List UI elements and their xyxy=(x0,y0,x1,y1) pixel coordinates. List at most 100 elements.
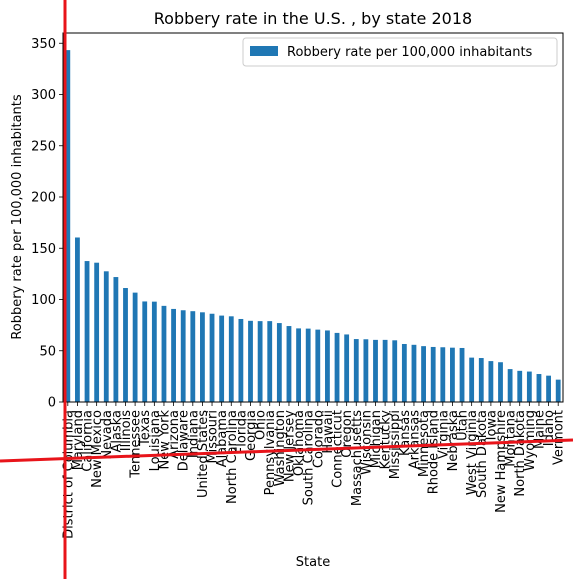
bar xyxy=(219,315,225,402)
bar xyxy=(459,347,465,402)
bar xyxy=(517,370,523,402)
x-tick-label: Tennessee xyxy=(129,410,144,479)
bar xyxy=(315,329,321,402)
x-tick-label: North Dakota xyxy=(513,410,528,497)
plot-frame xyxy=(62,32,564,403)
x-tick-label: Arkansas xyxy=(407,410,422,469)
bar xyxy=(276,323,282,402)
x-tick-label: Maryland xyxy=(71,410,86,470)
x-tick-label: Oregon xyxy=(340,410,355,458)
chart-title: Robbery rate in the U.S. , by state 2018 xyxy=(154,9,472,28)
bar xyxy=(84,261,90,402)
bar xyxy=(526,371,532,402)
bar xyxy=(200,312,205,402)
bar xyxy=(450,347,455,402)
bar xyxy=(267,321,273,402)
x-tick-label: Texas xyxy=(138,410,153,447)
bar xyxy=(190,311,196,402)
bar xyxy=(151,301,157,402)
bar xyxy=(113,277,119,402)
x-tick-label: Idaho xyxy=(542,410,557,446)
y-tick-label: 300 xyxy=(31,88,56,103)
x-tick-label: Florida xyxy=(234,410,249,454)
bar xyxy=(238,318,244,402)
y-tick-label: 100 xyxy=(31,293,56,308)
x-tick-label: Virginia xyxy=(436,410,451,459)
x-tick-label: South Dakota xyxy=(475,410,490,498)
x-tick-label: Indiana xyxy=(186,410,201,458)
bar xyxy=(363,339,369,402)
bar xyxy=(478,358,484,402)
x-tick-label: Kansas xyxy=(398,410,413,456)
x-tick-label: Arizona xyxy=(167,410,182,459)
x-tick-label: Pennsylvania xyxy=(263,410,278,495)
bar xyxy=(228,316,234,402)
bar xyxy=(296,328,301,402)
x-tick-label: Minnesota xyxy=(417,410,432,477)
bar xyxy=(65,50,71,403)
bar xyxy=(353,339,359,402)
bar xyxy=(209,313,215,402)
bar xyxy=(334,332,340,402)
y-tick-label: 150 xyxy=(31,242,56,257)
x-tick-label: Iowa xyxy=(484,410,499,440)
x-tick-label: Maine xyxy=(532,410,547,449)
bar xyxy=(421,346,426,402)
legend-label: Robbery rate per 100,000 inhabitants xyxy=(287,45,533,60)
x-tick-label: Mississippi xyxy=(388,410,403,479)
bar xyxy=(344,334,350,402)
x-tick-label: Hawaii xyxy=(321,410,336,454)
x-tick-label: Washington xyxy=(273,410,288,486)
x-tick-label: Georgia xyxy=(244,410,259,461)
x-tick-label: New Jersey xyxy=(282,410,297,482)
x-tick-label: Montana xyxy=(504,410,519,467)
bar xyxy=(373,339,378,402)
y-axis-label: Robbery rate per 100,000 inhabitants xyxy=(10,94,25,340)
bar xyxy=(123,288,128,402)
y-tick-label: 350 xyxy=(31,37,56,52)
bar xyxy=(75,237,80,402)
x-tick-label: Oklahoma xyxy=(292,410,307,476)
x-tick-label: West Virginia xyxy=(465,410,480,495)
bar xyxy=(180,310,186,402)
x-tick-label: Wisconsin xyxy=(359,410,374,475)
x-tick-label: North Carolina xyxy=(225,410,240,504)
x-tick-label: New Hampshire xyxy=(494,410,509,513)
y-tick-label: 250 xyxy=(31,139,56,154)
x-axis-label: State xyxy=(296,555,330,570)
x-tick-label: Vermont xyxy=(552,410,567,465)
bar xyxy=(103,271,109,402)
x-tick-label: Colorado xyxy=(311,410,326,468)
bar xyxy=(507,369,513,402)
legend: Robbery rate per 100,000 inhabitants xyxy=(242,37,558,67)
bar xyxy=(142,301,148,402)
bar xyxy=(536,374,542,402)
bar xyxy=(161,305,167,402)
x-tick-label: Illinois xyxy=(119,410,134,451)
bar xyxy=(171,308,176,402)
bar xyxy=(248,320,253,402)
bar xyxy=(411,344,417,402)
legend-swatch xyxy=(250,46,278,56)
bar xyxy=(286,326,292,402)
x-tick-label: Missouri xyxy=(206,410,221,464)
bar xyxy=(555,379,561,402)
x-tick-label: Michigan xyxy=(369,410,384,468)
bar xyxy=(94,262,100,402)
x-tick-label: Massachusetts xyxy=(350,410,365,506)
bars-group xyxy=(65,50,561,403)
legend-box xyxy=(242,37,558,67)
y-axis: 0 50 100 150 200 250 300 350 xyxy=(31,37,63,411)
x-tick-label: Nevada xyxy=(100,410,115,460)
x-tick-label: Nebraska xyxy=(446,410,461,471)
bar xyxy=(430,346,436,402)
bar xyxy=(498,362,503,402)
x-tick-label: Alaska xyxy=(109,410,124,453)
bar xyxy=(440,347,446,402)
bar xyxy=(305,328,311,402)
x-tick-label: South Carolina xyxy=(302,410,317,505)
bar xyxy=(382,339,388,402)
x-tick-label: Rhode Island xyxy=(427,410,442,494)
